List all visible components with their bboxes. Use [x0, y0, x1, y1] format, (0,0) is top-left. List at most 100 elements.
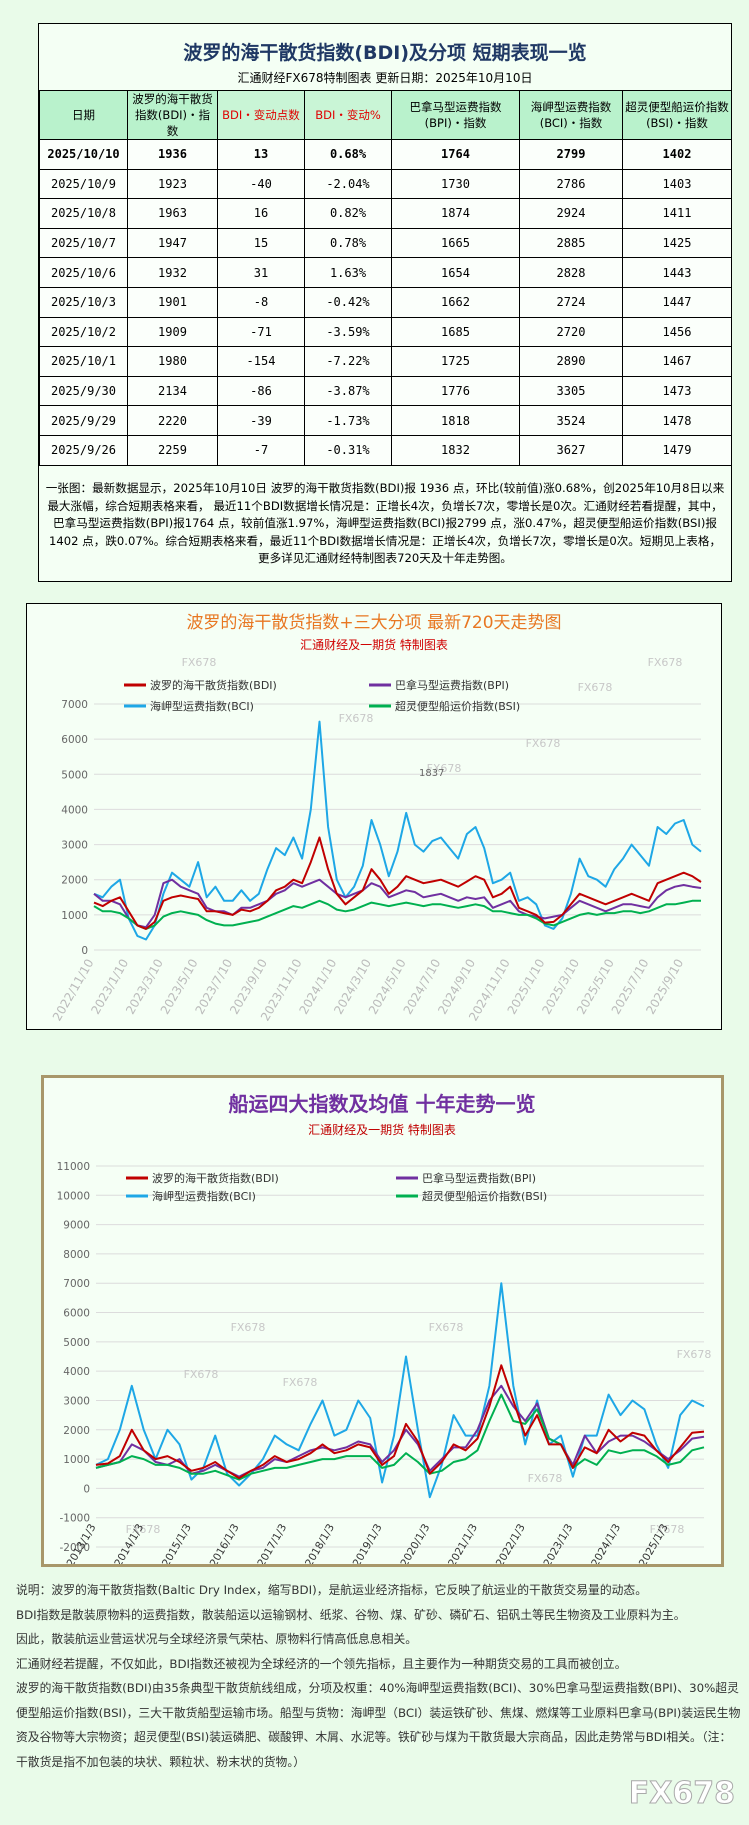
- table-cell: -40: [217, 168, 305, 200]
- table-cell: 2025/10/1: [39, 346, 128, 377]
- series-line: [95, 1393, 705, 1481]
- table-cell: 13: [217, 139, 305, 170]
- y-tick-label: 3000: [63, 1395, 90, 1407]
- table-cell: 2134: [127, 375, 218, 407]
- x-tick-label: 2017/1/3: [255, 1522, 289, 1567]
- table-cell: -7.22%: [304, 346, 392, 377]
- watermark: FX678: [126, 1523, 161, 1536]
- table-cell: 1665: [391, 227, 520, 259]
- table-cell: -0.31%: [304, 434, 392, 466]
- column-header: BDI・变动%: [304, 90, 392, 140]
- table-row: 2025/10/9 1923 -40 -2.04% 1730 2786 1403: [39, 168, 732, 200]
- series-line: [93, 836, 702, 930]
- description-paragraph: 因此，散装航运业营运状况与全球经济景气荣枯、原物料行情高低息息相关。: [16, 1632, 418, 1646]
- table-cell: 1776: [391, 375, 520, 407]
- table-cell: -2.04%: [304, 168, 392, 200]
- table-cell: 2025/10/6: [39, 257, 128, 288]
- column-header: 超灵便型船运价指数(BSI)・指数: [622, 90, 732, 140]
- table-cell: 1478: [622, 405, 732, 436]
- table-cell: -86: [217, 375, 305, 407]
- watermark: FX678: [283, 1376, 318, 1389]
- table-cell: 2924: [519, 198, 623, 229]
- x-tick-label: 2024/1/3: [589, 1522, 623, 1567]
- y-tick-label: 4000: [61, 804, 88, 816]
- table-cell: 0.82%: [304, 198, 392, 229]
- watermark: FX678: [578, 681, 613, 694]
- table-row: 2025/10/6 1932 31 1.63% 1654 2828 1443: [39, 257, 732, 288]
- table-cell: 2259: [127, 434, 218, 466]
- table-cell: 2828: [519, 257, 623, 288]
- table-cell: 1730: [391, 168, 520, 200]
- table-cell: 2025/9/30: [39, 375, 128, 407]
- column-header: 海岬型运费指数(BCI)・指数: [519, 90, 623, 140]
- table-cell: 3524: [519, 405, 623, 436]
- watermark: FX678: [677, 1348, 712, 1361]
- table-row: 2025/9/29 2220 -39 -1.73% 1818 3524 1478: [39, 405, 732, 436]
- table-cell: 2890: [519, 346, 623, 377]
- legend-label: 巴拿马型运费指数(BPI): [395, 678, 509, 692]
- table-cell: 1443: [622, 257, 732, 288]
- watermark: FX678: [650, 1523, 685, 1536]
- legend-label: 海岬型运费指数(BCI): [152, 1189, 256, 1203]
- table-cell: 1923: [127, 168, 218, 200]
- watermark: FX678: [231, 1321, 266, 1334]
- table-cell: 1685: [391, 316, 520, 348]
- table-row: 2025/9/26 2259 -7 -0.31% 1832 3627 1479: [39, 434, 732, 466]
- y-tick-label: 8000: [63, 1249, 90, 1261]
- series-line: [93, 720, 702, 941]
- x-tick-label: 2021/1/3: [446, 1522, 480, 1567]
- watermark: FX678: [427, 762, 462, 775]
- y-tick-label: 2000: [63, 1425, 90, 1437]
- legend-label: 巴拿马型运费指数(BPI): [422, 1171, 536, 1185]
- legend-label: 超灵便型船运价指数(BSI): [395, 699, 520, 713]
- table-cell: -3.59%: [304, 316, 392, 348]
- table-cell: -154: [217, 346, 305, 377]
- table-cell: 31: [217, 257, 305, 288]
- table-cell: 0.68%: [304, 139, 392, 170]
- table-cell: 2220: [127, 405, 218, 436]
- legend-label: 海岬型运费指数(BCI): [150, 699, 254, 713]
- table-cell: 2025/9/26: [39, 434, 128, 466]
- watermark: FX678: [648, 656, 683, 669]
- table-row: 2025/10/3 1901 -8 -0.42% 1662 2724 1447: [39, 286, 732, 318]
- table-cell: 1403: [622, 168, 732, 200]
- table-cell: 1662: [391, 286, 520, 318]
- series-line: [93, 878, 702, 929]
- chart-title: 波罗的海干散货指数+三大分项 最新720天走势图: [186, 613, 561, 633]
- table-cell: 2720: [519, 316, 623, 348]
- table-cell: -71: [217, 316, 305, 348]
- y-tick-label: 5000: [61, 769, 88, 781]
- table-cell: 1479: [622, 434, 732, 466]
- table-cell: 2786: [519, 168, 623, 200]
- series-line: [93, 899, 702, 930]
- table-cell: 1963: [127, 198, 218, 229]
- table-cell: 1447: [622, 286, 732, 318]
- y-tick-label: -1000: [59, 1513, 90, 1525]
- column-header: BDI・变动点数: [217, 90, 305, 140]
- summary-table: 日期 波罗的海干散货指数(BDI)・指数 BDI・变动点数 BDI・变动% 巴拿马型运费…: [39, 90, 732, 466]
- table-cell: 1473: [622, 375, 732, 407]
- y-tick-label: 7000: [61, 699, 88, 711]
- description-paragraph: 波罗的海干散货指数(BDI)由35条典型干散货航线组成，分项及权重：40%海岬型…: [16, 1681, 741, 1769]
- table-cell: 1980: [127, 346, 218, 377]
- table-cell: -8: [217, 286, 305, 318]
- table-cell: 1932: [127, 257, 218, 288]
- table-cell: 2799: [519, 139, 623, 170]
- y-tick-label: 0: [83, 1483, 90, 1495]
- y-tick-label: 1000: [63, 1454, 90, 1466]
- chart-subtitle: 汇通财经及一期货 特制图表: [308, 1122, 456, 1137]
- watermark: FX678: [339, 712, 374, 725]
- table-row: 2025/10/8 1963 16 0.82% 1874 2924 1411: [39, 198, 732, 229]
- x-tick-label: 2016/1/3: [208, 1522, 242, 1567]
- y-tick-label: 0: [81, 945, 88, 957]
- table-cell: 1947: [127, 227, 218, 259]
- table-cell: 1936: [127, 139, 218, 170]
- series-line: [95, 1364, 705, 1480]
- x-tick-label: 2018/1/3: [303, 1522, 337, 1567]
- y-tick-label: 6000: [63, 1308, 90, 1320]
- y-tick-label: -2000: [59, 1542, 90, 1554]
- table-cell: -3.87%: [304, 375, 392, 407]
